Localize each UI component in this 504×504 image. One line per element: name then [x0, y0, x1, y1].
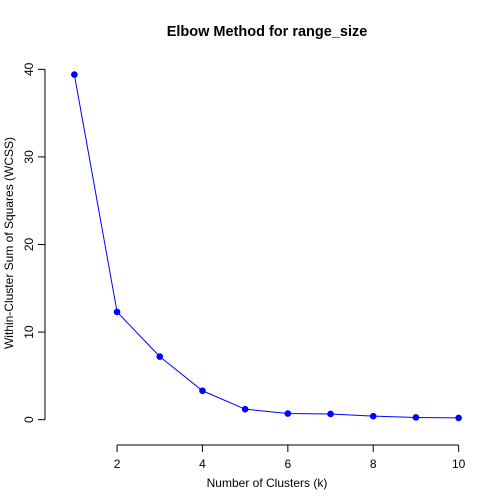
series-group [71, 71, 462, 422]
data-point [156, 353, 164, 360]
series-line [73, 74, 459, 419]
y-axis-label: Within-Cluster Sum of Squares (WCSS) [2, 137, 16, 349]
y-tick-label: 20 [22, 238, 36, 252]
y-tick-label: 10 [22, 325, 36, 339]
data-point [199, 387, 206, 395]
x-axis: 2 4 6 8 10 [114, 444, 466, 471]
chart-title: Elbow Method for range_size [167, 24, 368, 40]
y-tick-label: 0 [22, 416, 36, 423]
data-point [327, 410, 334, 418]
x-tick-label: 10 [452, 457, 466, 471]
x-tick-label: 2 [114, 457, 121, 471]
y-tick-label: 30 [22, 150, 36, 164]
data-point [369, 412, 377, 420]
data-point [455, 414, 462, 422]
data-point [412, 414, 420, 421]
x-tick-label: 6 [285, 457, 292, 471]
x-axis-label: Number of Clusters (k) [207, 476, 328, 490]
y-axis: 0 10 20 30 40 [22, 62, 46, 423]
y-tick-label: 40 [22, 62, 36, 76]
x-tick-label: 4 [199, 457, 206, 471]
data-point [241, 405, 249, 413]
data-point [113, 308, 121, 316]
data-point [284, 410, 292, 417]
x-tick-label: 8 [370, 457, 377, 471]
data-point [71, 71, 78, 78]
